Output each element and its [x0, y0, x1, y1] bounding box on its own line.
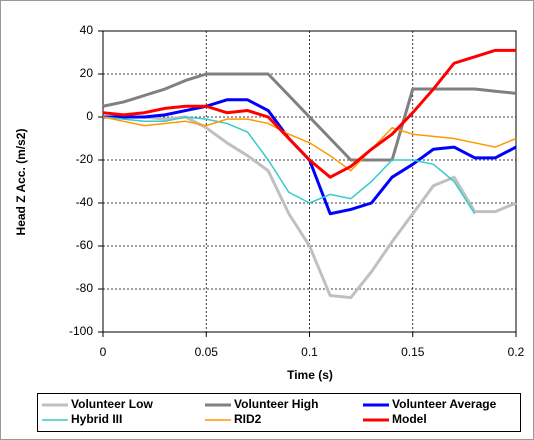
legend-label: Model: [392, 412, 427, 426]
y-tick-label: -60: [76, 238, 94, 252]
x-tick-label: 0.1: [301, 345, 318, 359]
legend-label: Volunteer Low: [71, 397, 153, 411]
y-tick-label: -100: [69, 324, 93, 338]
series-line: [102, 116, 476, 215]
x-tick-label: 0: [100, 345, 107, 359]
y-tick-label: 20: [80, 66, 94, 80]
x-tick-label: 0.05: [195, 345, 219, 359]
series-line: [102, 72, 517, 162]
legend-label: Volunteer Average: [392, 397, 497, 411]
legend-box: [37, 393, 521, 432]
legend-label: Hybrid III: [71, 412, 122, 426]
x-axis-label: Time (s): [287, 368, 333, 382]
legend-label: Volunteer High: [234, 397, 318, 411]
legend-label: RID2: [234, 412, 262, 426]
x-tick-label: 0.2: [508, 345, 525, 359]
series-line: [103, 115, 517, 300]
series-line: [102, 48, 516, 179]
y-tick-label: 0: [86, 109, 93, 123]
y-tick-label: -40: [76, 195, 94, 209]
y-tick-label: -20: [76, 152, 94, 166]
x-tick-label: 0.15: [401, 345, 425, 359]
series-line: [102, 116, 517, 172]
plot-area: [102, 30, 517, 333]
y-tick-label: 40: [80, 23, 94, 37]
y-tick-label: -80: [76, 281, 94, 295]
y-axis-label: Head Z Acc. (m/s2): [14, 129, 28, 236]
